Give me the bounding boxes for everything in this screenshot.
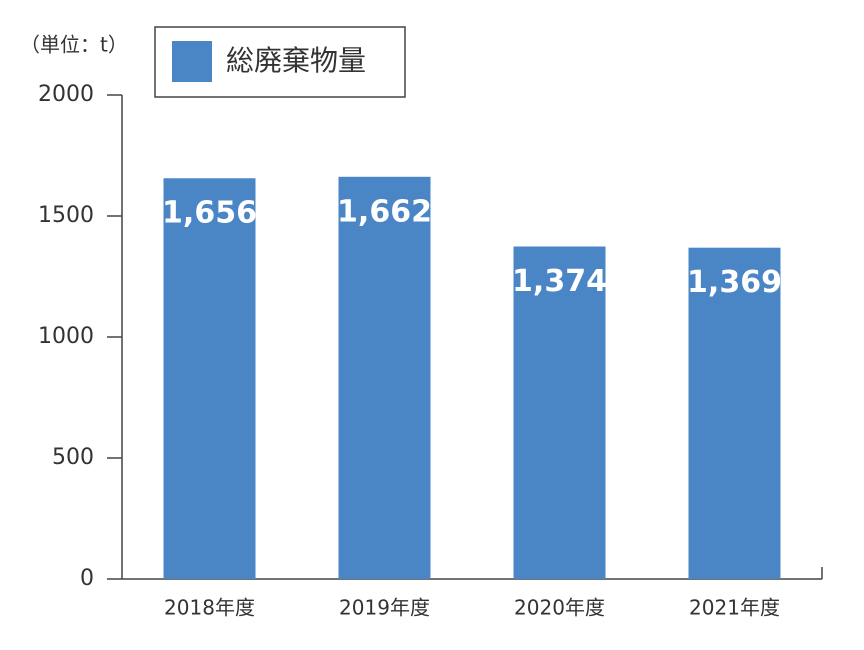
legend-swatch: [172, 41, 212, 82]
value-label: 1,656: [162, 196, 257, 231]
bar: [688, 247, 781, 579]
x-tick-label: 2018年度: [164, 596, 255, 620]
y-tick-label: 0: [80, 566, 94, 591]
value-label: 1,374: [512, 264, 607, 299]
value-label: 1,369: [687, 265, 782, 300]
bar: [163, 178, 256, 580]
unit-label: （単位：t）: [20, 33, 128, 57]
bar: [513, 246, 606, 579]
y-tick-label: 2000: [38, 82, 94, 107]
y-tick-label: 1000: [38, 324, 94, 349]
bar: [338, 176, 431, 579]
y-tick-label: 1500: [38, 203, 94, 228]
y-tick-label: 500: [52, 445, 94, 470]
x-tick-label: 2021年度: [689, 596, 780, 620]
x-tick-label: 2020年度: [514, 596, 605, 620]
x-tick-label: 2019年度: [339, 596, 430, 620]
value-label: 1,662: [337, 194, 432, 229]
legend-label: 総廃棄物量: [226, 44, 366, 77]
